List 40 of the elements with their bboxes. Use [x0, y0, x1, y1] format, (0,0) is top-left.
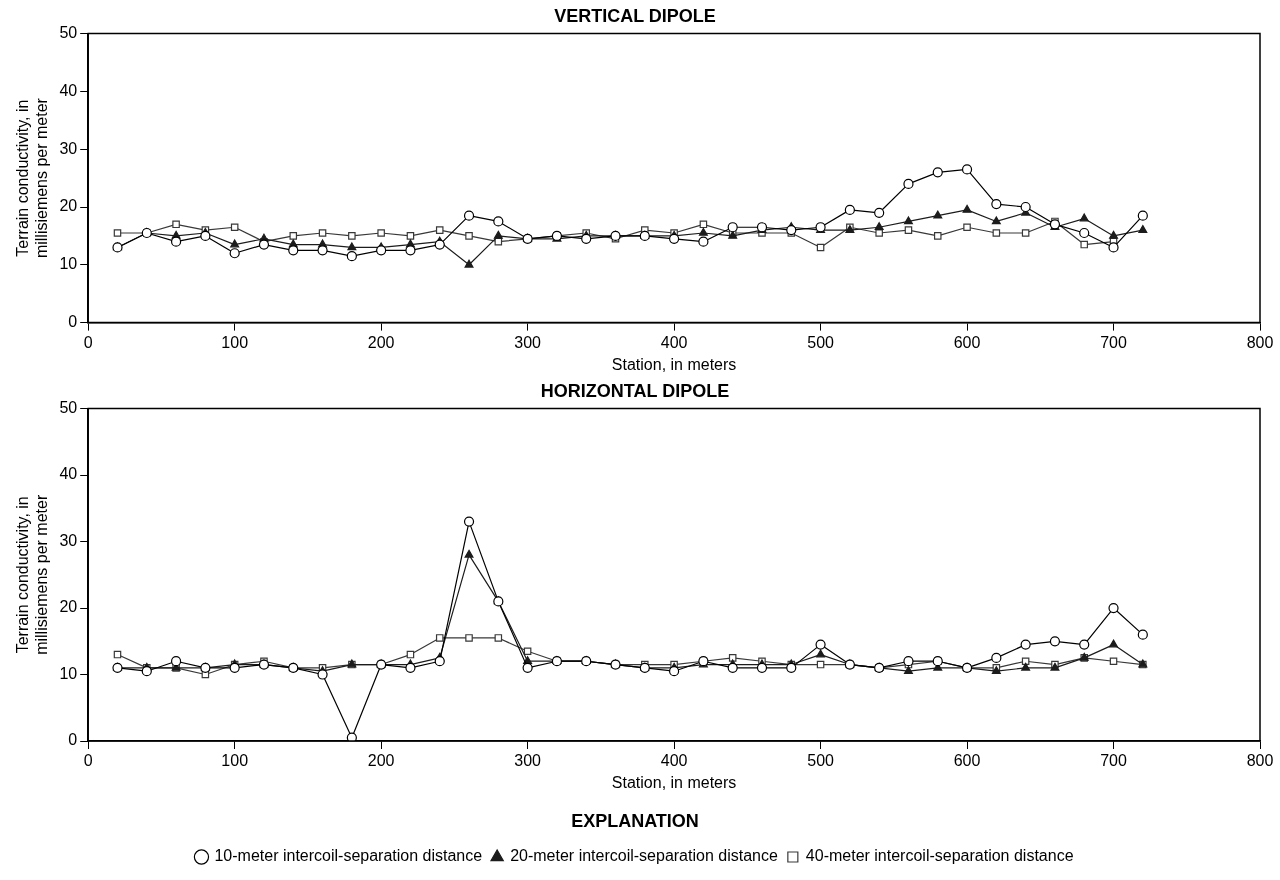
x-tick-label: 700	[1100, 333, 1127, 351]
x-tick-label: 100	[221, 752, 249, 770]
y-tick-label: 30	[59, 139, 78, 157]
y-tick-label: 50	[59, 399, 78, 417]
x-tick-label: 500	[807, 333, 835, 351]
x-tick-label: 0	[83, 333, 93, 351]
x-tick-label: 300	[514, 333, 542, 351]
legend-label: 40-meter intercoil-separation distance	[805, 847, 1074, 865]
x-tick-label: 400	[660, 333, 688, 351]
x-tick-label: 700	[1100, 752, 1127, 770]
y-tick-label: 40	[59, 81, 78, 99]
legend-label: 10-meter intercoil-separation distance	[214, 847, 483, 865]
chart-title: VERTICAL DIPOLE	[554, 5, 716, 26]
y-tick-label: 0	[68, 313, 78, 331]
y-tick-label: 30	[59, 531, 78, 549]
x-axis-title: Station, in meters	[611, 774, 737, 792]
x-tick-label: 100	[221, 333, 249, 351]
legend-label: 20-meter intercoil-separation distance	[510, 847, 778, 865]
x-tick-label: 800	[1246, 333, 1274, 351]
y-axis-title: Terrain conductivity, in millisiemens per meter	[14, 97, 51, 259]
x-axis-title: Station, in meters	[611, 355, 737, 373]
x-tick-label: 0	[83, 752, 93, 770]
x-tick-label: 600	[953, 752, 981, 770]
y-tick-label: 10	[59, 664, 78, 682]
chart-title: HORIZONTAL DIPOLE	[540, 380, 730, 401]
y-tick-label: 0	[68, 731, 78, 749]
x-tick-label: 500	[807, 752, 835, 770]
x-tick-label: 800	[1246, 752, 1274, 770]
x-tick-label: 300	[514, 752, 542, 770]
x-tick-label: 200	[367, 752, 395, 770]
y-tick-label: 20	[59, 197, 78, 215]
y-tick-label: 10	[59, 255, 78, 273]
y-tick-label: 40	[59, 465, 78, 483]
x-tick-label: 600	[953, 333, 981, 351]
legend-title: EXPLANATION	[571, 811, 699, 832]
x-tick-label: 400	[660, 752, 688, 770]
y-axis-title: Terrain conductivity, in millisiemens per meter	[14, 494, 51, 655]
y-tick-label: 20	[59, 598, 78, 616]
x-tick-label: 200	[367, 333, 395, 351]
y-tick-label: 50	[59, 24, 78, 42]
